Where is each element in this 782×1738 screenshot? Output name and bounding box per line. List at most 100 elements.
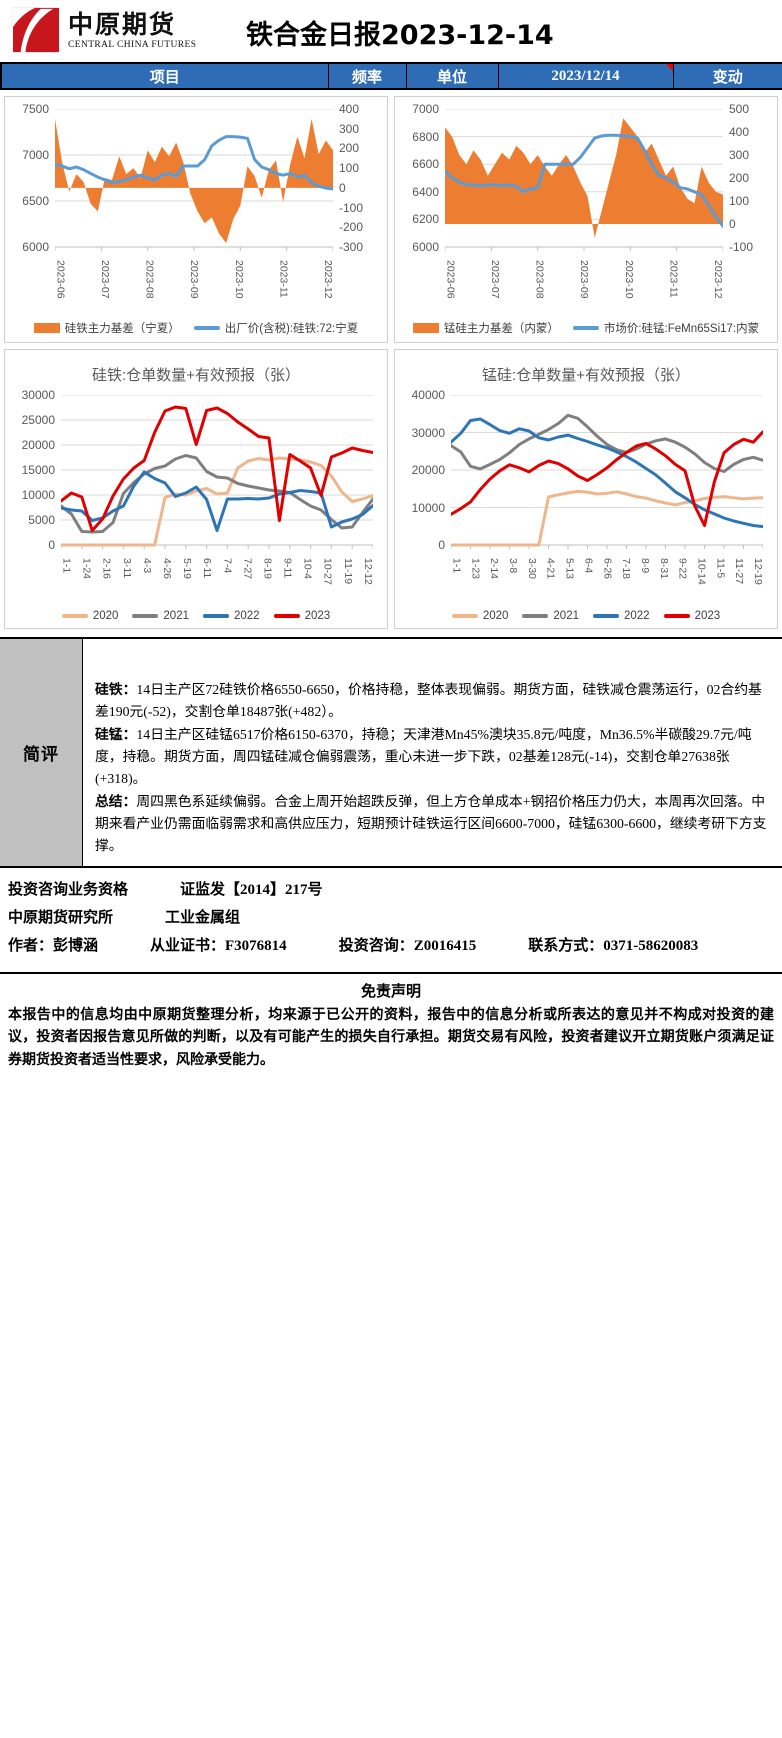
chart-legend: 2020 2021 2022 2023 xyxy=(11,610,381,622)
chart-plot xyxy=(449,394,765,555)
y-tick-label: 7000 xyxy=(412,102,439,116)
x-tick-label: 2-16 xyxy=(100,558,113,580)
brief-paragraph-sm: 硅锰：14日主产区硅锰6517价格6150-6370，持稳；天津港Mn45%澳块… xyxy=(95,726,752,787)
warehouse-charts-row: 硅铁:仓单数量+有效预报（张） 30000 25000 20000 15000 1000… xyxy=(0,343,782,629)
x-tick-label: 2023-07 xyxy=(99,260,112,299)
brand-name-cn: 中原期货 xyxy=(68,12,177,40)
x-tick-label: 6-4 xyxy=(582,558,595,574)
legend-swatch-icon xyxy=(522,614,549,618)
x-axis-labels: 2023-06 2023-07 2023-08 2023-09 2023-10 2023-… xyxy=(445,260,724,316)
legend-item: 2020 xyxy=(61,610,118,622)
x-tick-label: 10-14 xyxy=(695,558,708,585)
legend-label: 2023 xyxy=(694,610,721,622)
brief-body: 硅铁：14日主产区72硅铁价格6550-6650，价格持稳，整体表现偏弱。期货方… xyxy=(83,639,782,866)
chart-plot xyxy=(59,394,375,555)
column-header-frequency: 频率 xyxy=(327,62,407,90)
x-tick-label: 8-9 xyxy=(638,558,651,574)
legend-swatch-icon xyxy=(33,323,60,333)
x-tick-label: 3-30 xyxy=(525,558,538,580)
legend-label: 2023 xyxy=(304,610,331,622)
x-tick-label: 8-31 xyxy=(657,558,670,580)
legend-label: 2020 xyxy=(482,610,509,622)
x-tick-label: 6-26 xyxy=(601,558,614,580)
y-axis-right: 500 400 300 200 100 0 -100 xyxy=(723,102,771,254)
chart-basis-sm: 7000 6800 6600 6400 6200 6000 500 400 300 200 100… xyxy=(394,96,778,343)
legend-swatch-icon xyxy=(203,614,229,618)
x-tick-label: 2023-06 xyxy=(54,260,67,299)
x-tick-label: 12-12 xyxy=(361,558,374,585)
y-tick-label: 200 xyxy=(339,141,360,156)
y-tick-label: 30000 xyxy=(411,425,445,440)
legend-label: 市场价:硅锰:FeMn65Si17:内蒙 xyxy=(603,323,760,335)
brief-paragraph-summary: 总结：周四黑色系延续偏弱。合金上周开始超跌反弹，但上方仓单成本+钢招价格压力仍大… xyxy=(95,793,767,854)
y-tick-label: 20000 xyxy=(21,438,55,452)
y-tick-label: 100 xyxy=(729,194,750,208)
legend-item: 2023 xyxy=(273,610,331,622)
x-tick-label: 2023-10 xyxy=(622,260,635,299)
chart-warrants-sm: 锰硅:仓单数量+有效预报（张） 40000 30000 20000 10000 0 1-… xyxy=(394,349,778,629)
legend-item: 2022 xyxy=(203,610,260,622)
disclaimer-section: 免责声明 本报告中的信息均由中原期货整理分析，均来源于已公开的资料，报告中的信息… xyxy=(0,971,782,1086)
chart-svg xyxy=(59,394,375,549)
y-tick-label: 0 xyxy=(729,217,736,231)
x-tick-label: 11-5 xyxy=(714,558,727,579)
y-tick-label: 6000 xyxy=(412,240,439,254)
x-tick-label: 7-18 xyxy=(620,558,633,580)
report-table: 项目 频率 单位 2023/12/14 变动 xyxy=(0,62,782,90)
x-tick-label: 2023-08 xyxy=(143,260,156,299)
legend-swatch-icon xyxy=(412,323,439,333)
legend-item: 2020 xyxy=(451,610,509,622)
footer-info: 投资咨询业务资格 证监发【2014】217号 中原期货研究所 工业金属组 作者：彭博… xyxy=(0,868,782,966)
x-tick-label: 9-11 xyxy=(281,558,294,579)
x-tick-label: 2023-11 xyxy=(277,260,290,298)
legend-item: 出厂价(含税):硅铁:72:宁夏 xyxy=(193,320,358,336)
x-tick-label: 2023-12 xyxy=(321,260,334,299)
y-tick-label: 30000 xyxy=(21,388,55,402)
x-tick-label: 4-21 xyxy=(544,558,557,580)
brand-logo-icon xyxy=(10,6,62,59)
chart-title: 锰硅:仓单数量+有效预报（张） xyxy=(482,367,690,384)
brand-logo: 中原期货 CENTRAL CHINA FUTURES xyxy=(10,6,200,59)
chart-svg xyxy=(449,394,765,549)
chart-basis-sf: 7500 7000 6500 6000 400 300 200 100 0 -100 -200 -3… xyxy=(4,96,388,343)
legend-item: 2023 xyxy=(663,610,721,622)
x-axis-labels: 2023-06 2023-07 2023-08 2023-09 2023-10 2023-… xyxy=(54,260,334,316)
y-tick-label: 7500 xyxy=(22,102,49,116)
x-tick-label: 4-26 xyxy=(160,558,173,580)
column-header-item: 项目 xyxy=(0,62,329,90)
chart-plot xyxy=(443,108,725,257)
x-tick-label: 5-19 xyxy=(181,558,194,580)
report-header: 中原期货 CENTRAL CHINA FUTURES 铁合金日报2023-12-… xyxy=(0,0,782,62)
chart-warrants-sf: 硅铁:仓单数量+有效预报（张） 30000 25000 20000 15000 1000… xyxy=(4,349,388,629)
legend-swatch-icon xyxy=(132,614,159,618)
chart-legend: 硅铁主力基差（宁夏） 出厂价(含税):硅铁:72:宁夏 xyxy=(11,320,381,336)
legend-swatch-icon xyxy=(451,614,478,618)
y-tick-label: 300 xyxy=(729,148,750,162)
x-axis-labels: 1-1 1-24 2-16 3-11 4-3 4-26 5-19 6-11 7-4 7-27 8-1… xyxy=(60,558,374,606)
x-tick-label: 1-1 xyxy=(60,558,73,574)
y-tick-label: 100 xyxy=(339,161,360,176)
x-tick-label: 2023-09 xyxy=(578,260,591,299)
y-tick-label: 0 xyxy=(339,180,346,195)
institute-line: 中原期货研究所 工业金属组 xyxy=(8,909,241,926)
chart-svg xyxy=(53,108,335,251)
chart-title: 硅铁:仓单数量+有效预报（张） xyxy=(92,367,300,384)
brief-label: 简评 xyxy=(0,639,83,866)
legend-swatch-icon xyxy=(572,326,599,330)
y-axis-right: 400 300 200 100 0 -100 -200 -300 xyxy=(333,102,381,254)
legend-item: 2021 xyxy=(522,610,579,622)
legend-item: 2021 xyxy=(132,610,189,622)
chart-svg xyxy=(443,108,725,251)
y-tick-label: 0 xyxy=(48,538,55,552)
comment-marker-icon xyxy=(665,64,673,71)
y-tick-label: 500 xyxy=(729,102,750,116)
y-tick-label: 0 xyxy=(438,538,445,552)
x-tick-label: 1-1 xyxy=(450,558,463,574)
table-header-row: 项目 频率 单位 2023/12/14 变动 xyxy=(0,62,782,90)
x-tick-label: 3-11 xyxy=(120,558,133,579)
legend-label: 2022 xyxy=(234,610,260,622)
x-tick-label: 6-11 xyxy=(201,558,214,579)
x-tick-label: 11-27 xyxy=(733,558,746,585)
legend-label: 硅铁主力基差（宁夏） xyxy=(64,323,180,335)
x-tick-label: 10-27 xyxy=(321,558,334,585)
